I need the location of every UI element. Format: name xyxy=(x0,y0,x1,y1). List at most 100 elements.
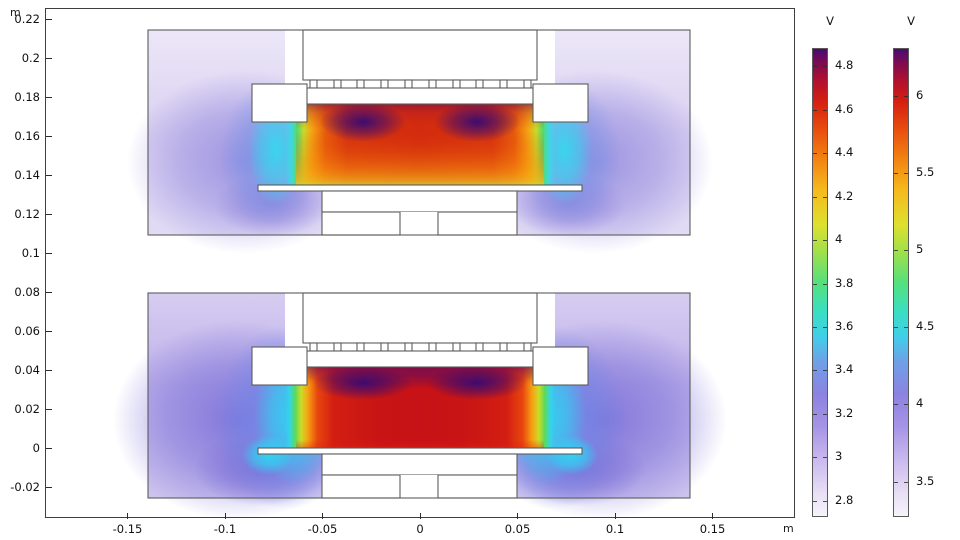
colorbar-tick-label: 5 xyxy=(916,242,924,257)
x-tick-label: -0.1 xyxy=(213,522,237,536)
y-tick-mark xyxy=(46,213,52,215)
colorbar-tick-mark xyxy=(813,153,817,155)
colorbar-tick-mark xyxy=(813,240,817,242)
colorbar-tick-label: 4.2 xyxy=(835,188,854,203)
y-tick-label: 0.16 xyxy=(14,129,40,143)
colorbar-tick-mark xyxy=(823,457,827,459)
colorbar-tick-mark xyxy=(813,327,817,328)
colorbar-tick-mark xyxy=(904,327,908,329)
y-tick-mark xyxy=(46,57,52,59)
colorbar-tick-mark xyxy=(823,413,827,415)
y-tick-label: 0.14 xyxy=(14,168,40,182)
y-tick-mark xyxy=(46,174,52,176)
x-tick-label: -0.05 xyxy=(307,522,338,536)
colorbar-tick-mark xyxy=(823,370,827,372)
colorbar-tick-mark xyxy=(904,172,908,174)
y-tick-label: 0 xyxy=(32,441,40,455)
y-tick-mark xyxy=(46,486,52,488)
y-tick-label: 0.22 xyxy=(14,12,40,26)
colorbar-tick-label: 2.8 xyxy=(835,492,854,507)
y-tick-mark xyxy=(46,96,52,98)
x-tick-label: 0 xyxy=(416,522,424,536)
y-tick-label: 0.08 xyxy=(14,285,40,299)
colorbar-tick-mark xyxy=(894,327,898,329)
colorbar-tick-mark xyxy=(823,283,827,285)
y-tick-mark xyxy=(46,18,52,20)
y-tick-label: 0.18 xyxy=(14,90,40,104)
colorbar-unit-label: V xyxy=(826,14,834,28)
y-tick-mark xyxy=(46,291,52,293)
colorbar-tick-mark xyxy=(894,172,898,174)
y-tick-label: -0.02 xyxy=(10,480,40,494)
x-tick-mark xyxy=(712,513,713,519)
colorbar xyxy=(812,48,828,517)
y-tick-label: 0.12 xyxy=(14,207,40,221)
colorbar-tick-mark xyxy=(904,250,908,252)
x-tick-label: 0.1 xyxy=(605,522,625,536)
x-tick-mark xyxy=(127,513,128,519)
y-tick-label: 0.04 xyxy=(14,363,40,377)
colorbar-unit-label: V xyxy=(907,14,915,28)
colorbar-tick-label: 3.2 xyxy=(835,405,854,420)
colorbar-tick-mark xyxy=(823,66,827,68)
colorbar-tick-mark xyxy=(823,327,827,328)
y-tick-mark xyxy=(46,447,52,449)
y-tick-label: 0.2 xyxy=(21,51,40,65)
colorbar-tick-label: 4.8 xyxy=(835,58,854,73)
y-tick-mark xyxy=(46,330,52,332)
colorbar-tick-mark xyxy=(813,66,817,68)
lower-field-plot xyxy=(113,293,727,520)
x-tick-label: -0.15 xyxy=(112,522,143,536)
y-axis-unit-label: m xyxy=(10,6,21,19)
y-tick-label: 0.06 xyxy=(14,324,40,338)
colorbar-tick-mark xyxy=(904,404,908,406)
colorbar-tick-mark xyxy=(823,153,827,155)
x-tick-label: 0.05 xyxy=(504,522,531,536)
colorbar-tick-mark xyxy=(823,196,827,198)
colorbar-tick-mark xyxy=(823,240,827,242)
colorbar-tick-label: 3.4 xyxy=(835,362,854,377)
x-tick-mark xyxy=(419,513,421,519)
colorbar-tick-mark xyxy=(823,109,827,111)
colorbar-tick-mark xyxy=(894,95,898,97)
x-tick-mark xyxy=(224,513,226,519)
colorbar xyxy=(893,48,909,517)
colorbar-tick-label: 3.6 xyxy=(835,319,854,333)
x-tick-mark xyxy=(517,513,518,519)
colorbar-tick-mark xyxy=(813,457,817,459)
x-tick-mark xyxy=(322,513,323,519)
colorbar-tick-label: 4.6 xyxy=(835,101,854,116)
colorbar-tick-label: 3 xyxy=(835,449,843,464)
colorbar-tick-label: 5.5 xyxy=(916,164,935,179)
x-tick-mark xyxy=(614,513,616,519)
colorbar-tick-label: 3.8 xyxy=(835,275,854,290)
y-tick-mark xyxy=(46,369,52,371)
colorbar-tick-mark xyxy=(823,500,827,502)
colorbar-tick-mark xyxy=(894,250,898,252)
colorbar-tick-mark xyxy=(904,95,908,97)
colorbar-tick-mark xyxy=(813,109,817,111)
colorbar-tick-label: 3.5 xyxy=(916,473,935,488)
y-tick-label: 0.1 xyxy=(21,246,40,260)
colorbar-tick-mark xyxy=(813,500,817,502)
colorbar-tick-label: 6 xyxy=(916,87,924,102)
x-axis-unit-label: m xyxy=(783,522,794,535)
y-tick-mark xyxy=(46,135,52,137)
colorbar-tick-mark xyxy=(813,283,817,285)
y-tick-mark xyxy=(46,408,52,410)
colorbar-tick-mark xyxy=(894,404,898,406)
y-tick-mark xyxy=(46,252,52,254)
colorbar-tick-label: 4.4 xyxy=(835,145,854,160)
colorbar-tick-mark xyxy=(894,481,898,483)
x-tick-label: 0.15 xyxy=(699,522,726,536)
colorbar-tick-mark xyxy=(813,413,817,415)
colorbar-tick-label: 4 xyxy=(835,232,843,247)
colorbar-tick-mark xyxy=(813,196,817,198)
colorbar-tick-mark xyxy=(904,481,908,483)
y-tick-label: 0.02 xyxy=(14,402,40,416)
colorbar-tick-label: 4 xyxy=(916,396,924,411)
colorbar-tick-mark xyxy=(813,370,817,372)
colorbar-tick-label: 4.5 xyxy=(916,319,935,334)
